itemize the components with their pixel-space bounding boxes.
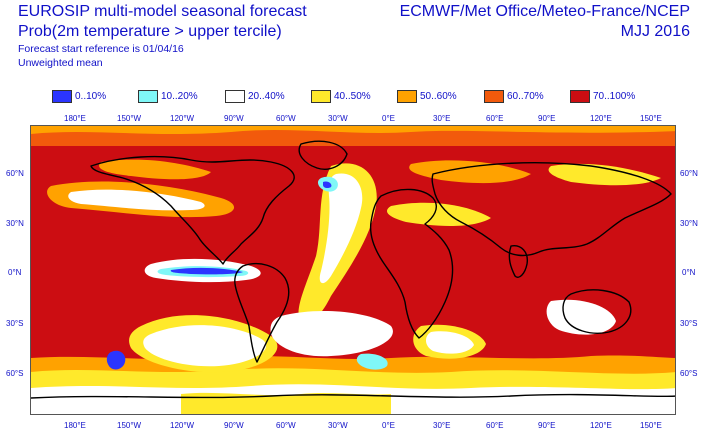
lon-tick-label: 120°W — [170, 114, 195, 123]
lon-tick-label: 90°E — [538, 421, 556, 430]
lon-tick-label: 60°W — [276, 114, 296, 123]
probability-map-svg — [31, 126, 675, 414]
legend-item: 20..40% — [225, 88, 285, 104]
lon-tick-label: 30°E — [433, 421, 451, 430]
arctic-orange — [31, 126, 675, 134]
greenland-outline — [298, 140, 348, 170]
lon-tick-label: 150°W — [117, 114, 142, 123]
legend-swatch — [52, 89, 72, 103]
lon-tick-label: 150°E — [640, 114, 662, 123]
map-subtitle: Prob(2m temperature > upper tercile) — [18, 23, 282, 40]
legend-item: 50..60% — [397, 88, 457, 104]
africa-europe-outline — [369, 188, 454, 339]
lat-tick-label: 60°N — [680, 169, 698, 178]
lat-tick-label: 30°S — [6, 319, 24, 328]
legend-item: 0..10% — [52, 88, 106, 104]
lat-tick-label: 30°N — [680, 219, 698, 228]
lon-tick-label: 90°W — [224, 114, 244, 123]
atlantic-white — [319, 173, 363, 284]
legend-item: 70..100% — [570, 88, 635, 104]
legend-swatch — [397, 89, 417, 103]
lon-tick-label: 150°E — [640, 421, 662, 430]
coastlines — [31, 140, 675, 399]
n-atlantic-blue — [323, 181, 332, 189]
s-atlantic-white — [270, 311, 393, 357]
asia-outline — [431, 162, 672, 257]
legend-item: 40..50% — [311, 88, 371, 104]
s-australia-white — [546, 299, 616, 335]
lat-tick-label: 30°S — [680, 319, 698, 328]
north-america-outline — [90, 155, 295, 265]
map-title: EUROSIP multi-model seasonal forecast — [18, 3, 307, 20]
south-america-outline — [234, 262, 290, 363]
eq-pacific-blue — [170, 267, 243, 275]
lon-tick-label: 120°E — [590, 421, 612, 430]
legend-label: 70..100% — [593, 90, 636, 102]
s-atlantic-cyan — [356, 353, 388, 370]
antarctica-outline — [31, 393, 675, 399]
mediterranean-yellow — [386, 202, 491, 226]
legend-swatch — [484, 89, 504, 103]
lon-tick-label: 180°E — [64, 421, 86, 430]
lon-tick-label: 150°W — [117, 421, 142, 430]
lon-tick-label: 0°E — [382, 114, 395, 123]
legend-swatch — [138, 89, 158, 103]
lon-tick-label: 30°E — [433, 114, 451, 123]
india-outline — [508, 245, 528, 278]
lat-tick-label: 60°S — [6, 369, 24, 378]
lon-tick-label: 180°E — [64, 114, 86, 123]
eurasia-orange — [409, 160, 531, 184]
lon-tick-label: 60°E — [486, 421, 504, 430]
season-label: MJJ 2016 — [620, 23, 690, 40]
s-indian-white — [425, 331, 474, 354]
siberia-yellow — [548, 163, 661, 186]
forecast-reference: Forecast start reference is 01/04/16 — [18, 43, 184, 55]
lon-tick-label: 90°W — [224, 421, 244, 430]
legend-label: 10..20% — [161, 90, 198, 102]
legend-swatch — [225, 89, 245, 103]
legend-label: 60..70% — [507, 90, 544, 102]
lon-tick-label: 60°E — [486, 114, 504, 123]
lat-tick-label: 30°N — [6, 219, 24, 228]
legend-label: 50..60% — [420, 90, 457, 102]
forecast-map — [30, 125, 676, 415]
legend-item: 60..70% — [484, 88, 544, 104]
lat-tick-label: 0°N — [682, 268, 696, 277]
lon-tick-label: 90°E — [538, 114, 556, 123]
legend-label: 20..40% — [248, 90, 285, 102]
legend-label: 40..50% — [334, 90, 371, 102]
legend-label: 0..10% — [75, 90, 107, 102]
antarctic-yellow-patch — [181, 392, 391, 414]
legend-swatch — [570, 89, 590, 103]
australia-outline — [562, 289, 632, 334]
lon-tick-label: 120°W — [170, 421, 195, 430]
lon-tick-label: 60°W — [276, 421, 296, 430]
weighting-note: Unweighted mean — [18, 57, 103, 69]
lat-tick-label: 60°N — [6, 169, 24, 178]
lon-tick-label: 120°E — [590, 114, 612, 123]
color-legend: 0..10% 10..20% 20..40% 40..50% 50..60% 6… — [0, 88, 706, 104]
lat-tick-label: 60°S — [680, 369, 698, 378]
south-pacific-white — [143, 325, 267, 367]
south-pacific-blue-spot — [106, 350, 126, 370]
legend-item: 10..20% — [138, 88, 198, 104]
lon-tick-label: 30°W — [328, 421, 348, 430]
lon-tick-label: 30°W — [328, 114, 348, 123]
lat-tick-label: 0°N — [8, 268, 22, 277]
alaska-orange — [99, 159, 211, 180]
legend-swatch — [311, 89, 331, 103]
lon-tick-label: 0°E — [382, 421, 395, 430]
centres-label: ECMWF/Met Office/Meteo-France/NCEP — [399, 3, 690, 20]
